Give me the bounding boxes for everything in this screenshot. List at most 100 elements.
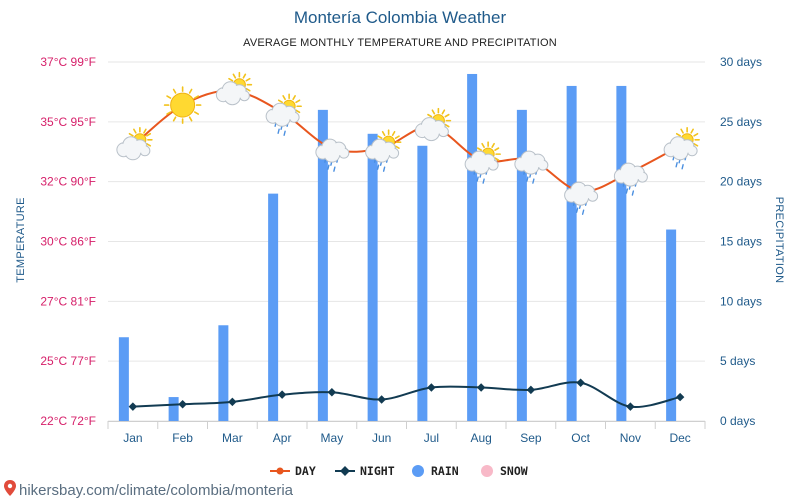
sun-cloud-rain-icon bbox=[365, 129, 402, 172]
cloud-rain-icon bbox=[564, 181, 599, 215]
month-tick-label: Dec bbox=[669, 431, 690, 445]
legend-snow-label: SNOW bbox=[500, 464, 528, 478]
legend-item-night[interactable]: NIGHT bbox=[335, 464, 395, 478]
sun-ray bbox=[494, 147, 500, 151]
temperature-tick-label: 22°C 72°F bbox=[40, 414, 96, 428]
sun-ray bbox=[277, 99, 283, 104]
precipitation-tick-label: 5 days bbox=[720, 354, 755, 368]
rain-bar bbox=[516, 109, 527, 421]
rain-drop bbox=[333, 166, 336, 172]
rain-bar bbox=[666, 229, 677, 421]
rain-bar bbox=[268, 193, 279, 421]
sun-ray bbox=[193, 95, 200, 99]
month-tick-label: Nov bbox=[620, 431, 641, 445]
night-temperature-point bbox=[327, 388, 337, 397]
cloud-fill bbox=[573, 190, 588, 205]
sun-cloud-icon bbox=[414, 107, 452, 142]
sun-cloud-icon bbox=[215, 71, 253, 106]
month-tick-label: Jul bbox=[424, 431, 439, 445]
sun-ray bbox=[292, 95, 296, 101]
month-tick-label: Feb bbox=[172, 431, 193, 445]
rain-bar bbox=[317, 109, 328, 421]
rain-drop bbox=[532, 178, 535, 184]
cloud-fill bbox=[324, 147, 339, 162]
sun-ray bbox=[481, 142, 485, 148]
cloud-fill bbox=[538, 161, 547, 170]
cloud-fill bbox=[588, 192, 597, 201]
night-temperature-point bbox=[526, 385, 536, 395]
rain-bar bbox=[118, 337, 129, 421]
precipitation-axis-ticks: 30 days 25 days 20 days 15 days 10 days 5 day… bbox=[720, 55, 762, 428]
precipitation-tick-label: 10 days bbox=[720, 294, 762, 308]
rain-drop bbox=[376, 164, 380, 170]
chart-subtitle: AVERAGE MONTHLY TEMPERATURE AND PRECIPIT… bbox=[243, 37, 557, 49]
rain-drop bbox=[631, 190, 635, 196]
sun-ray bbox=[245, 77, 251, 82]
legend-item-rain[interactable]: RAIN bbox=[412, 464, 459, 478]
sun-ray bbox=[146, 142, 152, 147]
rain-drop bbox=[575, 207, 579, 213]
sun-ray bbox=[133, 128, 137, 134]
night-temperature-point bbox=[675, 392, 685, 402]
cloud-fill bbox=[339, 149, 348, 158]
sun-ray bbox=[444, 113, 450, 118]
night-temperature-point bbox=[427, 383, 436, 392]
night-temperature-point bbox=[178, 400, 187, 409]
cloud-fill bbox=[275, 111, 290, 126]
legend-night-marker bbox=[340, 466, 350, 476]
night-temperature-point bbox=[228, 397, 237, 407]
sun-ray bbox=[143, 128, 147, 134]
night-temperature-point bbox=[128, 402, 138, 411]
legend-day-label: DAY bbox=[295, 464, 316, 478]
sun-cloud-rain-icon bbox=[663, 126, 700, 170]
legend-item-day[interactable]: DAY bbox=[270, 464, 316, 478]
cloud-fill bbox=[424, 125, 439, 140]
grid-lines bbox=[108, 61, 705, 422]
sun-ray bbox=[431, 109, 436, 115]
cloud-fill bbox=[638, 173, 647, 182]
cloud-fill bbox=[140, 146, 149, 155]
sun-ray bbox=[444, 123, 450, 128]
cloud-fill bbox=[688, 146, 697, 155]
cloud-fill bbox=[623, 171, 638, 186]
sun-ray bbox=[295, 99, 301, 104]
sun-ray bbox=[693, 142, 699, 147]
rain-drop bbox=[482, 178, 485, 184]
cloud-fill bbox=[489, 161, 498, 170]
sun-ray bbox=[394, 145, 400, 149]
sun-disc bbox=[170, 92, 196, 118]
rain-bar bbox=[218, 325, 229, 421]
temperature-tick-label: 27°C 81°F bbox=[40, 294, 96, 308]
sun-ray bbox=[166, 95, 172, 99]
cloud-rain-icon bbox=[613, 162, 648, 196]
month-tick-label: Mar bbox=[222, 431, 243, 445]
legend-rain-label: RAIN bbox=[431, 464, 459, 478]
cloud-fill bbox=[523, 159, 538, 174]
day-temperature-line bbox=[132, 89, 681, 193]
rain-bar bbox=[616, 85, 627, 421]
temperature-tick-label: 32°C 90°F bbox=[40, 175, 96, 189]
weather-icons bbox=[116, 71, 700, 215]
sun-ray bbox=[441, 109, 446, 115]
cloud-fill bbox=[673, 144, 688, 159]
source-link[interactable]: hikersbay.com/climate/colombia/monteria bbox=[19, 482, 294, 499]
night-temperature-point bbox=[626, 402, 635, 411]
legend-item-snow[interactable]: SNOW bbox=[481, 464, 528, 478]
night-temperature-point bbox=[377, 395, 386, 404]
rain-bar bbox=[566, 85, 577, 421]
night-temperature-point bbox=[576, 378, 585, 387]
rain-drop bbox=[277, 128, 280, 134]
sun-ray bbox=[282, 95, 286, 101]
temperature-axis-ticks: 37°C 99°F 35°C 95°F 32°C 90°F 30°C 86°F 27°C… bbox=[40, 55, 96, 428]
cloud-fill bbox=[290, 113, 299, 122]
source-credit[interactable]: hikersbay.com/climate/colombia/monteria bbox=[4, 480, 294, 499]
night-temperature-point bbox=[277, 390, 287, 399]
sun-ray bbox=[690, 128, 694, 134]
chart-title: Montería Colombia Weather bbox=[294, 8, 507, 27]
legend-snow-marker bbox=[481, 465, 493, 477]
sun-ray bbox=[128, 132, 134, 137]
sun-ray bbox=[228, 77, 234, 82]
cloud-fill bbox=[125, 144, 140, 159]
legend-rain-marker bbox=[412, 465, 424, 477]
month-axis-ticks: Jan Feb Mar Apr May Jun Jul Aug Sep Oct Nov Dec bbox=[107, 421, 706, 445]
